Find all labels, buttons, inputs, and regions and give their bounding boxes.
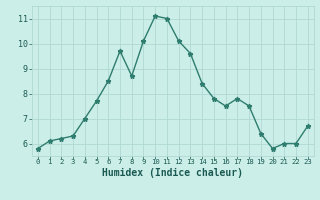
X-axis label: Humidex (Indice chaleur): Humidex (Indice chaleur) <box>102 168 243 178</box>
